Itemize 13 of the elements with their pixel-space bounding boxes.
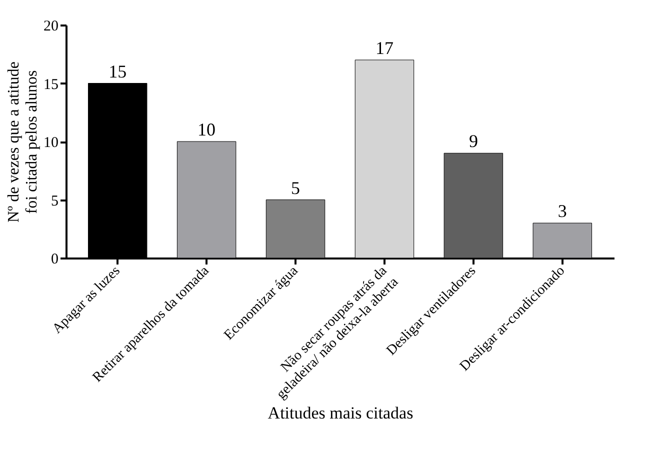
y-tick-label: 5	[51, 193, 58, 210]
y-tick-label: 20	[44, 18, 58, 34]
y-tick-label: 15	[44, 76, 58, 93]
x-axis-title: Atitudes mais citadas	[268, 404, 414, 423]
data-label: 10	[198, 120, 216, 140]
data-label: 9	[468, 131, 478, 152]
y-axis-title: Nº de vezes que a atitude foi citada pelos alunos	[6, 62, 40, 222]
data-label: 3	[558, 201, 567, 222]
data-label: 17	[375, 38, 394, 58]
y-tick-label: 10	[44, 135, 58, 151]
y-tick-label: 0	[51, 252, 58, 268]
data-label: 15	[108, 61, 127, 82]
data-label: 5	[291, 178, 300, 198]
